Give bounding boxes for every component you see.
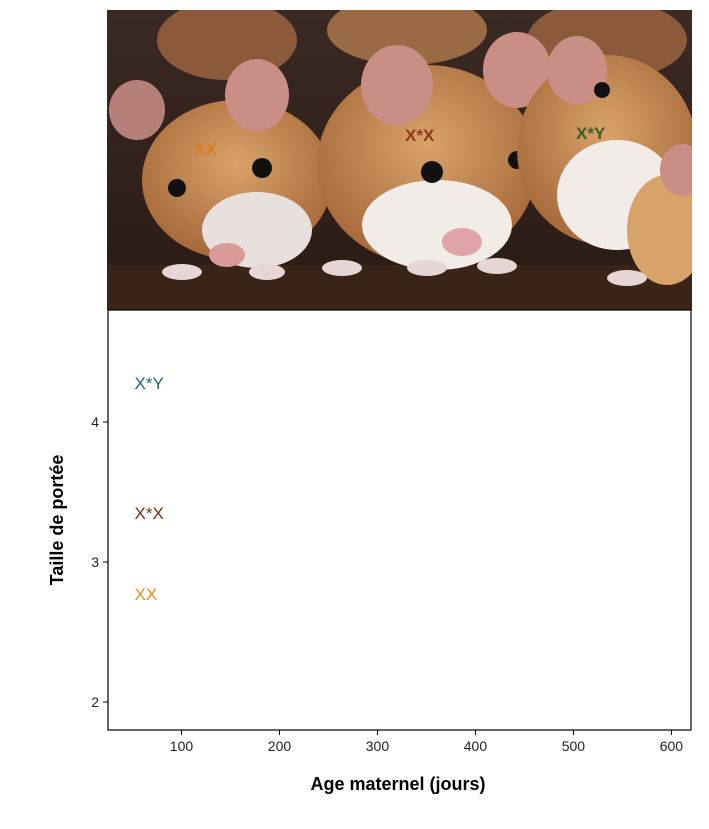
y-tick-label: 3 xyxy=(91,554,99,570)
mice-photo xyxy=(107,0,707,310)
series-labels: X*Y X*X XX xyxy=(134,374,163,604)
plot-panel xyxy=(107,309,692,731)
photo-label-xstar-x: X*X xyxy=(405,126,435,145)
series-label-1: X*Y xyxy=(134,374,163,393)
x-tick-label: 200 xyxy=(268,738,292,754)
series-label-2: X*X xyxy=(134,504,163,523)
photo-label-xstar-y: X*Y xyxy=(576,124,606,143)
series-label-3: XX xyxy=(134,585,157,604)
x-axis-label: Age maternel (jours) xyxy=(310,774,485,794)
x-tick-label: 300 xyxy=(366,738,390,754)
y-tick-label: 2 xyxy=(91,694,99,710)
mice-photo-image xyxy=(107,0,707,310)
x-tick-label: 500 xyxy=(562,738,586,754)
regression-chart: 100 200 300 400 500 600 2 3 4 X*Y X*X XX Taille de… xyxy=(47,309,692,794)
y-axis-label: Taille de portée xyxy=(47,455,67,586)
x-tick-label: 600 xyxy=(660,738,684,754)
axes: 100 200 300 400 500 600 2 3 4 xyxy=(91,309,692,754)
photo-label-xx: XX xyxy=(194,140,217,159)
x-tick-label: 400 xyxy=(464,738,488,754)
x-tick-label: 100 xyxy=(170,738,194,754)
y-tick-label: 4 xyxy=(91,414,99,430)
